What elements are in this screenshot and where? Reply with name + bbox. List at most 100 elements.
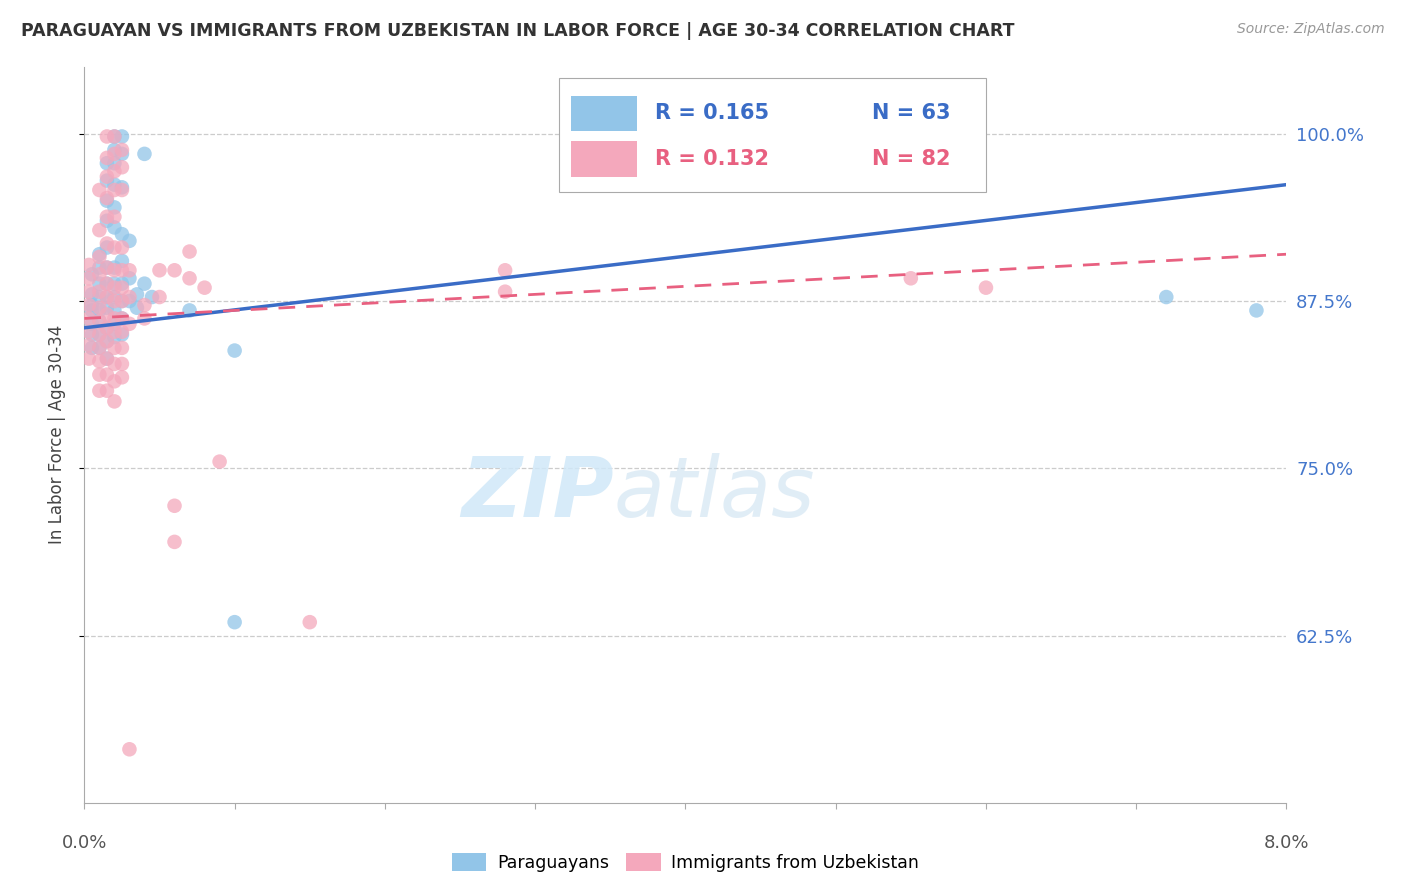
Text: atlas: atlas [613, 453, 815, 534]
Y-axis label: In Labor Force | Age 30-34: In Labor Force | Age 30-34 [48, 326, 66, 544]
Point [80, 341, 103, 355]
Point [194, 281, 217, 295]
Point [111, 180, 134, 194]
Point [1246, 303, 1268, 318]
Point [224, 343, 246, 358]
Point [103, 277, 125, 291]
Point [96, 301, 118, 315]
Point [96, 151, 118, 165]
Point [103, 156, 125, 170]
Point [118, 263, 141, 277]
Text: PARAGUAYAN VS IMMIGRANTS FROM UZBEKISTAN IN LABOR FORCE | AGE 30-34 CORRELATION : PARAGUAYAN VS IMMIGRANTS FROM UZBEKISTAN… [21, 22, 1015, 40]
Point [103, 220, 125, 235]
Point [163, 263, 186, 277]
Point [96, 194, 118, 208]
Point [96, 236, 118, 251]
Point [80, 287, 103, 301]
Point [89, 285, 111, 299]
Point [111, 325, 134, 339]
Point [111, 327, 134, 342]
Bar [571, 95, 637, 131]
Point [111, 227, 134, 242]
Point [974, 281, 997, 295]
Point [96, 213, 118, 227]
Point [103, 375, 125, 389]
Text: Source: ZipAtlas.com: Source: ZipAtlas.com [1237, 22, 1385, 37]
Point [103, 178, 125, 192]
Point [111, 311, 134, 326]
Point [89, 223, 111, 237]
Point [89, 314, 111, 328]
Point [96, 260, 118, 275]
Point [141, 290, 163, 304]
Point [96, 156, 118, 170]
Point [118, 742, 141, 756]
Point [111, 183, 134, 197]
Point [103, 311, 125, 326]
Point [111, 277, 134, 291]
Point [89, 268, 111, 282]
Point [77, 285, 100, 299]
Point [103, 357, 125, 371]
Point [494, 285, 516, 299]
Point [96, 129, 118, 144]
Point [208, 455, 231, 469]
Point [89, 341, 111, 355]
Point [96, 277, 118, 291]
Point [111, 341, 134, 355]
Point [134, 298, 156, 312]
Point [96, 241, 118, 255]
Text: ZIP: ZIP [461, 453, 613, 534]
Point [111, 357, 134, 371]
Point [96, 351, 118, 366]
Point [96, 290, 118, 304]
Point [179, 271, 201, 285]
Point [103, 164, 125, 178]
Point [111, 311, 134, 326]
Point [111, 241, 134, 255]
Point [125, 287, 148, 301]
Point [134, 277, 156, 291]
Point [80, 298, 103, 312]
Text: R = 0.165: R = 0.165 [655, 103, 769, 123]
Point [134, 311, 156, 326]
Legend: Paraguayans, Immigrants from Uzbekistan: Paraguayans, Immigrants from Uzbekistan [444, 847, 927, 879]
Point [77, 298, 100, 312]
Point [111, 254, 134, 268]
Point [111, 147, 134, 161]
Point [96, 290, 118, 304]
Text: N = 82: N = 82 [872, 149, 950, 169]
Text: N = 63: N = 63 [872, 103, 950, 123]
Point [125, 301, 148, 315]
Point [179, 244, 201, 259]
Point [96, 260, 118, 275]
Point [103, 143, 125, 157]
Point [111, 143, 134, 157]
Point [80, 327, 103, 342]
Point [494, 263, 516, 277]
Point [89, 384, 111, 398]
Point [89, 301, 111, 315]
Point [103, 325, 125, 339]
Point [77, 258, 100, 272]
Point [77, 338, 100, 352]
Point [103, 341, 125, 355]
Point [111, 161, 134, 175]
Point [118, 271, 141, 285]
Point [96, 334, 118, 349]
Point [103, 303, 125, 318]
Point [103, 210, 125, 224]
Point [118, 317, 141, 331]
Point [96, 174, 118, 188]
Point [89, 290, 111, 304]
Point [80, 303, 103, 318]
Point [96, 169, 118, 184]
Point [96, 334, 118, 349]
Point [111, 263, 134, 277]
Point [80, 268, 103, 282]
Point [96, 321, 118, 335]
Text: 8.0%: 8.0% [1264, 834, 1309, 852]
Point [103, 147, 125, 161]
Point [103, 260, 125, 275]
Point [103, 290, 125, 304]
